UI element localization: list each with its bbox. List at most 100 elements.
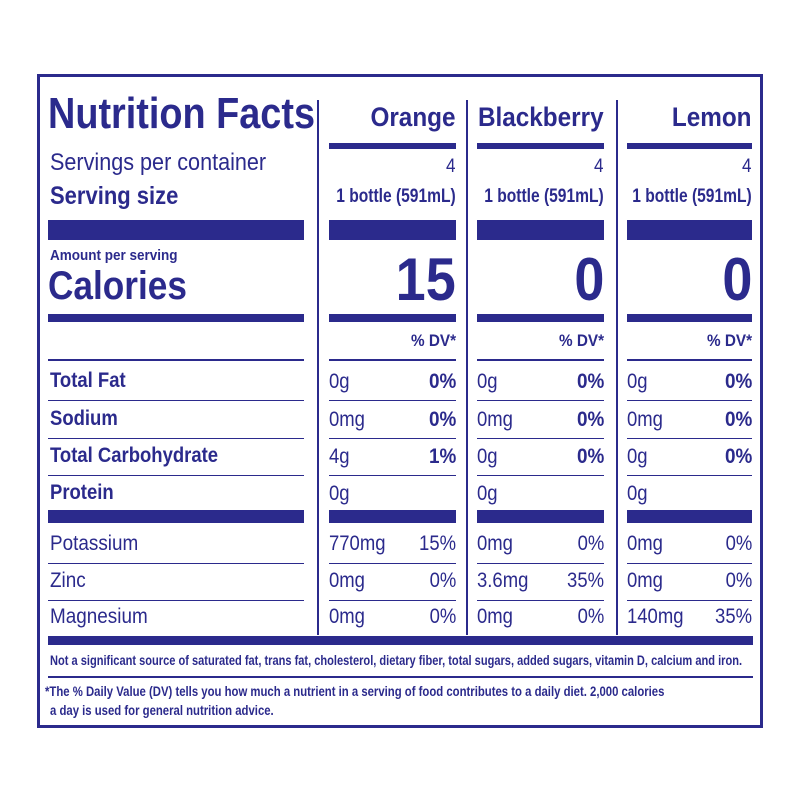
row-divider [627,438,752,439]
mineral-label: Magnesium [50,605,148,628]
nutrient-amount: 0g [477,445,498,468]
nutrient-dv: 0% [724,408,752,431]
amount-label: Amount per serving [50,247,178,264]
mineral-amount: 0mg [329,569,365,592]
row-divider [48,563,304,564]
row-divider [329,400,456,401]
row-divider [477,475,604,476]
mineral-dv: 0% [577,532,604,555]
mineral-dv: 0% [725,569,752,592]
servings-value: 4 [446,156,456,177]
nutrient-amount: 0mg [477,408,513,431]
mineral-amount: 0mg [627,569,663,592]
calories-bar [477,314,604,322]
mineral-dv: 0% [725,532,752,555]
dv-divider-left [48,359,304,361]
minerals-bar [329,510,456,523]
row-divider [627,600,752,601]
mineral-amount: 0mg [477,605,513,628]
row-divider [48,475,304,476]
row-divider [627,400,752,401]
serving-size-label: Serving size [50,182,179,210]
serving-bar [477,220,604,240]
nutrient-dv: 0% [576,370,604,393]
footnote-divider [48,676,753,678]
row-divider [477,600,604,601]
nutrition-facts-panel [37,74,763,728]
nutrient-dv: 0% [428,408,456,431]
column-name: Orange [370,102,456,132]
mineral-amount: 0mg [627,532,663,555]
nutrient-dv: 0% [428,370,456,393]
nutrient-amount: 0mg [329,408,365,431]
row-divider [329,600,456,601]
row-divider [48,438,304,439]
dv-header: % DV* [706,331,752,350]
serving-size-value: 1 bottle (591mL) [632,186,752,207]
nutrient-amount: 4g [329,445,350,468]
nutrient-label: Total Carbohydrate [50,444,219,467]
nutrient-amount: 0g [477,482,498,505]
mineral-dv: 0% [429,569,456,592]
nutrient-dv: 0% [576,408,604,431]
serving-size-value: 1 bottle (591mL) [336,186,456,207]
mineral-dv: 0% [429,605,456,628]
nutrient-dv: 0% [724,370,752,393]
column-divider [317,100,319,635]
mineral-amount: 0mg [477,532,513,555]
calories-bar [627,314,752,322]
column-name: Blackberry [478,102,604,132]
not-significant-note: Not a significant source of saturated fa… [50,652,743,668]
serving-bar [329,220,456,240]
row-divider [329,475,456,476]
mineral-amount: 0mg [329,605,365,628]
row-divider [477,438,604,439]
column-divider [466,100,468,635]
calories-bar [329,314,456,322]
calories-bar-left [48,314,304,322]
calories-value: 0 [573,246,604,313]
nutrient-amount: 0mg [627,408,663,431]
column-name: Lemon [672,102,752,132]
row-divider [477,400,604,401]
calories-value: 0 [721,246,752,313]
dv-footnote-line2: a day is used for general nutrition advi… [50,702,274,718]
dv-divider [329,359,456,361]
page-title: Nutrition Facts [48,89,315,138]
mineral-dv: 15% [419,532,456,555]
column-header-bar [627,143,752,149]
serving-bar-left [48,220,304,240]
serving-bar [627,220,752,240]
mineral-label: Potassium [50,532,139,555]
row-divider [329,438,456,439]
nutrient-label: Protein [50,481,114,504]
mineral-amount: 3.6mg [477,569,529,592]
mineral-amount: 770mg [329,532,386,555]
mineral-dv: 0% [577,605,604,628]
nutrient-amount: 0g [329,370,350,393]
mineral-amount: 140mg [627,605,684,628]
nutrient-label: Sodium [50,407,118,430]
nutrient-amount: 0g [329,482,350,505]
dv-header: % DV* [410,331,456,350]
serving-size-value: 1 bottle (591mL) [484,186,604,207]
nutrient-amount: 0g [627,445,648,468]
dv-divider [627,359,752,361]
servings-value: 4 [742,156,752,177]
minerals-bar [477,510,604,523]
row-divider [48,600,304,601]
row-divider [48,400,304,401]
nutrient-dv: 0% [576,445,604,468]
nutrient-label: Total Fat [50,369,126,392]
mineral-label: Zinc [50,569,86,592]
row-divider [329,563,456,564]
nutrient-amount: 0g [627,482,648,505]
nutrient-amount: 0g [477,370,498,393]
dv-footnote-line1: *The % Daily Value (DV) tells you how mu… [45,683,665,699]
minerals-bar [627,510,752,523]
column-header-bar [477,143,604,149]
column-divider [616,100,618,635]
calories-value: 15 [395,246,456,313]
mineral-dv: 35% [567,569,604,592]
nutrient-amount: 0g [627,370,648,393]
